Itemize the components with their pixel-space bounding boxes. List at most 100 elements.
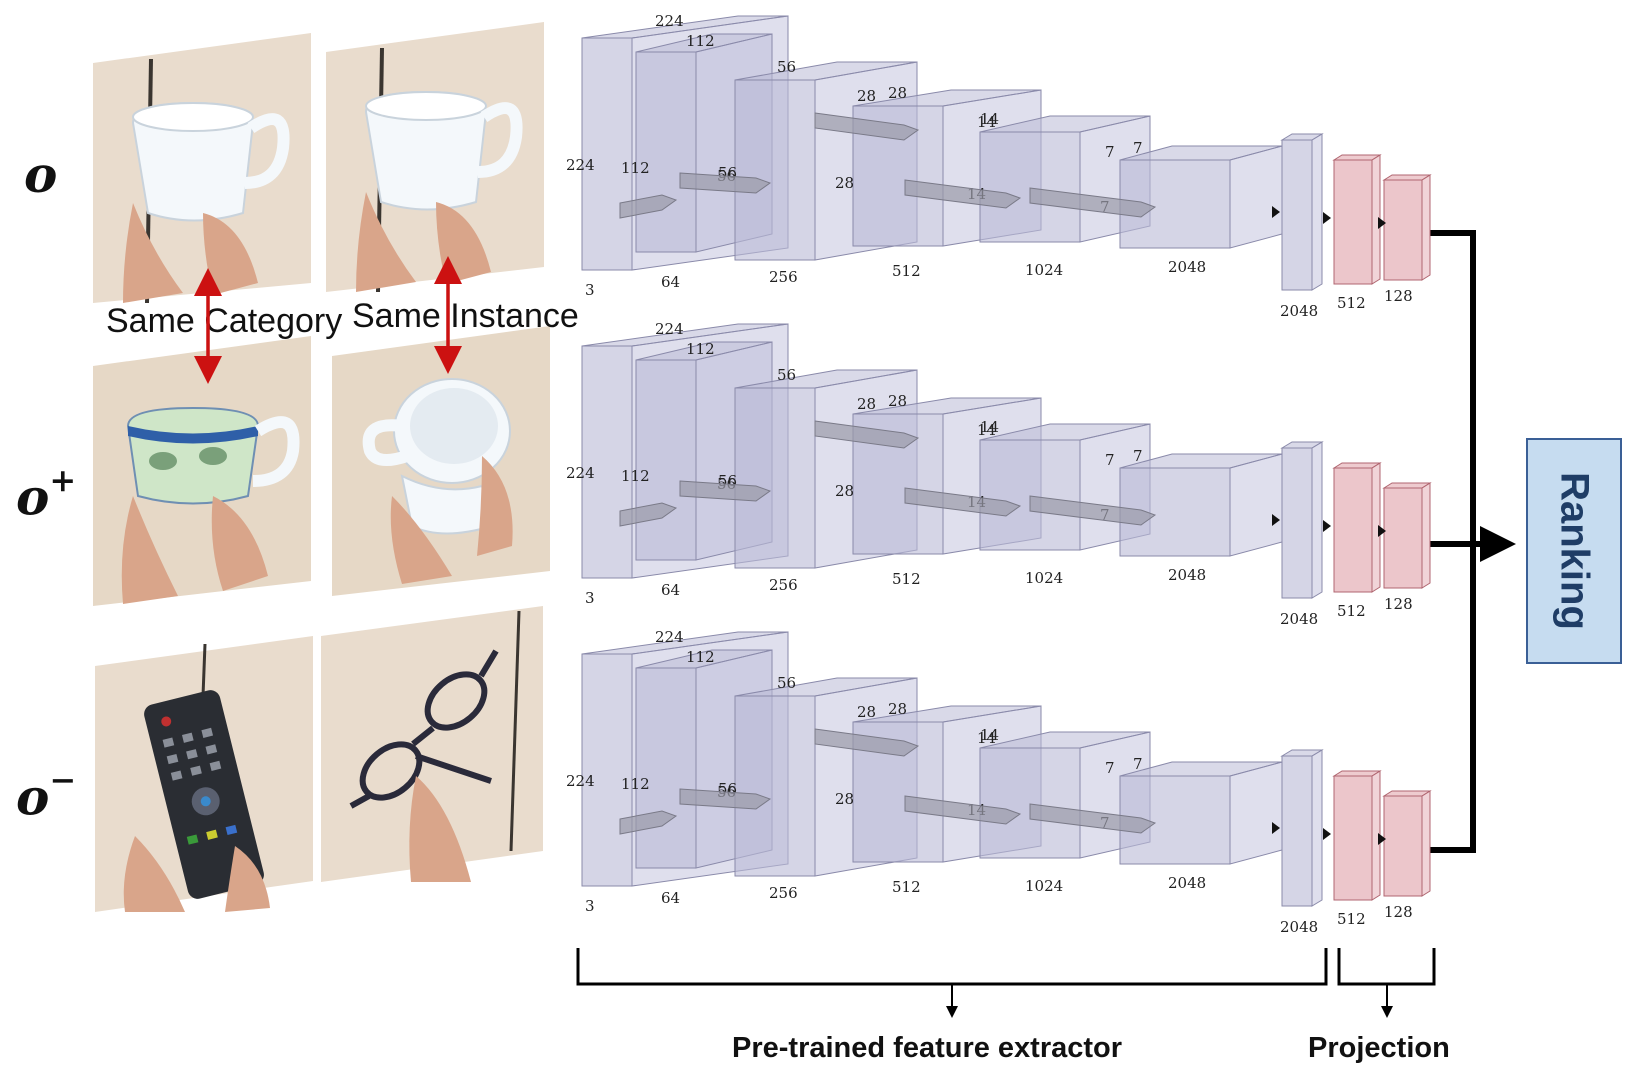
stage-channel-label-5: 2048 xyxy=(1168,874,1206,892)
pool-dim-label: 2048 xyxy=(1280,918,1318,936)
link-marker-1 xyxy=(1272,206,1280,218)
anchor-label: o xyxy=(24,145,58,204)
stage-channel-label-5: 2048 xyxy=(1168,258,1206,276)
input-width-label: 224 xyxy=(655,320,684,338)
proj-block-2 xyxy=(1382,482,1432,589)
proj-dim-label-2: 128 xyxy=(1384,903,1413,921)
stage-block-5 xyxy=(1119,145,1283,249)
proj-block-1 xyxy=(1332,462,1382,593)
stage-top-label-2: 56 xyxy=(777,674,796,692)
network-row-3: 2242243112645625628512141024720481125628… xyxy=(566,628,1432,936)
stage-top-label-1: 112 xyxy=(686,32,715,50)
photo-negative-remote xyxy=(95,636,313,912)
stage-top-label-3: 28 xyxy=(888,84,907,102)
pool-dim-label: 2048 xyxy=(1280,302,1318,320)
proj-block-2 xyxy=(1382,790,1432,897)
stage-top-label-5: 7 xyxy=(1133,755,1143,773)
stage-channel-label-2: 256 xyxy=(769,576,798,594)
photo-anchor-cup-instance xyxy=(326,22,544,292)
conv-arrow-5 xyxy=(1029,495,1157,526)
photo-anchor-cup-category xyxy=(93,33,311,303)
stage-channel-label-3: 512 xyxy=(892,878,921,896)
proj-dim-label-2: 128 xyxy=(1384,287,1413,305)
conv-arrow-3 xyxy=(814,728,920,757)
input-channel-label: 3 xyxy=(585,589,595,607)
stage-channel-label-1: 64 xyxy=(661,581,680,599)
conv-arrow-2 xyxy=(679,172,772,194)
input-width-label: 224 xyxy=(655,12,684,30)
inner-dim-3: 28 xyxy=(835,174,854,192)
proj-dim-label-1: 512 xyxy=(1337,602,1366,620)
stage-channel-label-2: 256 xyxy=(769,884,798,902)
link-marker-2 xyxy=(1323,520,1331,532)
conv-arrow-2 xyxy=(679,480,772,502)
positive-label: o+ xyxy=(16,461,77,527)
conv-arrow-3 xyxy=(814,420,920,449)
proj-dim-label-1: 512 xyxy=(1337,910,1366,928)
pool-block xyxy=(1280,441,1324,599)
link-marker-1 xyxy=(1272,514,1280,526)
stage-channel-label-1: 64 xyxy=(661,273,680,291)
network-row-1: 2242243112645625628512141024720481125628… xyxy=(566,12,1432,320)
inner-dim-3: 28 xyxy=(835,482,854,500)
photo-positive-instance-cup xyxy=(332,326,550,596)
input-channel-label: 3 xyxy=(585,897,595,915)
stage-top-label-5: 7 xyxy=(1133,447,1143,465)
link-marker-3 xyxy=(1378,833,1386,845)
link-marker-1 xyxy=(1272,822,1280,834)
stage-channel-label-3: 512 xyxy=(892,570,921,588)
same-category-caption: Same Category xyxy=(106,302,343,340)
stage-channel-label-5: 2048 xyxy=(1168,566,1206,584)
stage-dim-label-1: 112 xyxy=(621,159,650,177)
conv-arrow-1 xyxy=(619,502,678,527)
stage-channel-label-2: 256 xyxy=(769,268,798,286)
stage-top-label-3: 28 xyxy=(888,392,907,410)
stage-dim-label-3: 28 xyxy=(857,395,876,413)
stage-channel-label-1: 64 xyxy=(661,889,680,907)
stage-dim-label-1: 112 xyxy=(621,775,650,793)
pool-block xyxy=(1280,749,1324,907)
stage-top-label-2: 56 xyxy=(777,58,796,76)
stage-channel-label-4: 1024 xyxy=(1025,569,1063,587)
stage-dim-label-4: 14 xyxy=(977,729,996,747)
input-channel-label: 3 xyxy=(585,281,595,299)
stage-top-label-1: 112 xyxy=(686,648,715,666)
extractor-label: Pre-trained feature extractor xyxy=(732,1032,1123,1064)
proj-block-1 xyxy=(1332,154,1382,285)
same-instance-caption: Same Instance xyxy=(352,297,579,335)
pool-dim-label: 2048 xyxy=(1280,610,1318,628)
proj-dim-label-2: 128 xyxy=(1384,595,1413,613)
stage-dim-label-1: 112 xyxy=(621,467,650,485)
stage-dim-label-4: 14 xyxy=(977,113,996,131)
link-marker-3 xyxy=(1378,217,1386,229)
stage-top-label-4: 14 xyxy=(980,418,999,436)
stage-channel-label-4: 1024 xyxy=(1025,261,1063,279)
input-height-label: 224 xyxy=(566,464,595,482)
conv-arrow-2 xyxy=(679,788,772,810)
stage-top-label-5: 7 xyxy=(1133,139,1143,157)
stage-channel-label-3: 512 xyxy=(892,262,921,280)
photo-negative-glasses xyxy=(321,606,543,882)
conv-arrow-1 xyxy=(619,194,678,219)
negative-label: o− xyxy=(16,761,77,827)
link-marker-3 xyxy=(1378,525,1386,537)
proj-block-1 xyxy=(1332,770,1382,901)
conv-arrow-4 xyxy=(904,487,1022,517)
stage-dim-label-5: 7 xyxy=(1105,143,1115,161)
stage-block-5 xyxy=(1119,761,1283,865)
ranking-box: Ranking xyxy=(1526,438,1622,664)
stage-top-label-1: 112 xyxy=(686,340,715,358)
conv-arrow-4 xyxy=(904,179,1022,209)
stage-dim-label-5: 7 xyxy=(1105,451,1115,469)
stage-top-label-4: 14 xyxy=(980,110,999,128)
stage-block-5 xyxy=(1119,453,1283,557)
stage-channel-label-4: 1024 xyxy=(1025,877,1063,895)
network-row-2: 2242243112645625628512141024720481125628… xyxy=(566,320,1432,628)
input-height-label: 224 xyxy=(566,772,595,790)
stage-dim-label-3: 28 xyxy=(857,87,876,105)
conv-arrow-3 xyxy=(814,112,920,141)
conv-arrow-5 xyxy=(1029,803,1157,834)
photo-positive-category-cup xyxy=(93,336,311,606)
